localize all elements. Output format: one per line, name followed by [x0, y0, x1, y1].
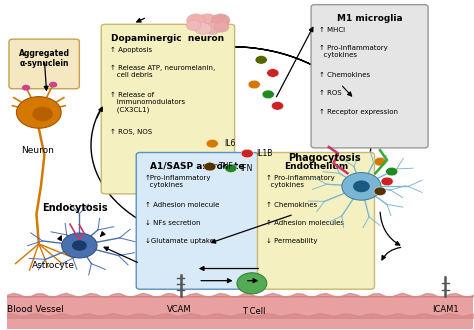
- Circle shape: [211, 14, 230, 27]
- Circle shape: [381, 177, 393, 186]
- Text: Endocytosis: Endocytosis: [42, 203, 108, 213]
- Text: ↑ Pro-inflammatory
  cytokines: ↑ Pro-inflammatory cytokines: [266, 175, 335, 188]
- Text: Endothelium: Endothelium: [284, 162, 348, 171]
- Circle shape: [22, 85, 30, 91]
- Circle shape: [374, 157, 386, 166]
- Text: ↑ Receptor expression: ↑ Receptor expression: [319, 109, 399, 115]
- FancyBboxPatch shape: [9, 39, 79, 89]
- Circle shape: [272, 102, 283, 110]
- Text: ↓Glutamate uptake: ↓Glutamate uptake: [145, 238, 214, 245]
- Text: Aggregated
α-synuclein: Aggregated α-synuclein: [18, 49, 70, 68]
- Circle shape: [206, 139, 219, 148]
- Text: Dopaminergic  neuron: Dopaminergic neuron: [111, 34, 225, 43]
- Circle shape: [237, 273, 267, 294]
- Bar: [7, 296, 474, 329]
- FancyBboxPatch shape: [101, 24, 235, 194]
- Circle shape: [267, 69, 279, 77]
- Circle shape: [255, 55, 267, 64]
- Text: T Cell: T Cell: [242, 307, 266, 316]
- Text: IL6: IL6: [224, 139, 235, 148]
- Circle shape: [248, 80, 260, 89]
- Circle shape: [72, 240, 87, 251]
- Circle shape: [262, 90, 274, 99]
- Circle shape: [225, 164, 237, 173]
- Circle shape: [196, 14, 219, 30]
- Text: M1 microglia: M1 microglia: [337, 15, 402, 23]
- Circle shape: [241, 149, 253, 158]
- Text: VCAM: VCAM: [167, 305, 192, 314]
- Circle shape: [374, 187, 386, 196]
- Text: ↑ ROS: ↑ ROS: [319, 90, 342, 96]
- Circle shape: [49, 82, 57, 87]
- Text: Phagocytosis: Phagocytosis: [288, 153, 360, 163]
- Text: IFN: IFN: [240, 164, 253, 173]
- Text: ↑ Adhesion molecule: ↑ Adhesion molecule: [145, 202, 219, 208]
- Text: ↑ Chemokines: ↑ Chemokines: [319, 72, 371, 78]
- Text: ↑ Pro-inflammatory
  cytokines: ↑ Pro-inflammatory cytokines: [319, 45, 388, 58]
- Text: ↑Pro-inflammatory
  cytokines: ↑Pro-inflammatory cytokines: [145, 175, 211, 188]
- Circle shape: [204, 162, 216, 171]
- Circle shape: [32, 107, 53, 121]
- FancyBboxPatch shape: [136, 152, 258, 289]
- Text: Blood Vessel: Blood Vessel: [7, 305, 64, 314]
- Text: Astrocyte: Astrocyte: [32, 261, 75, 270]
- Circle shape: [214, 22, 229, 32]
- Circle shape: [17, 97, 61, 128]
- Text: ↑ Adhesion molecules: ↑ Adhesion molecules: [266, 220, 344, 226]
- Text: ↑ MHCI: ↑ MHCI: [319, 27, 346, 33]
- Circle shape: [186, 20, 201, 31]
- Text: ↑ ROS, NOS: ↑ ROS, NOS: [109, 128, 152, 135]
- Circle shape: [187, 14, 205, 27]
- Text: ↑ Release of
   immunomodulators
   (CX3CL1): ↑ Release of immunomodulators (CX3CL1): [109, 92, 185, 113]
- Text: A1/SASP astrocyte: A1/SASP astrocyte: [150, 162, 244, 171]
- Circle shape: [353, 181, 370, 192]
- Circle shape: [62, 233, 97, 258]
- Text: ↑ Apoptosis: ↑ Apoptosis: [109, 47, 152, 53]
- Text: ICAM1: ICAM1: [432, 305, 459, 314]
- Text: IL1B: IL1B: [256, 149, 273, 158]
- Text: ↑ Chemokines: ↑ Chemokines: [266, 202, 317, 208]
- Circle shape: [342, 173, 381, 200]
- Circle shape: [386, 167, 398, 176]
- FancyBboxPatch shape: [311, 5, 428, 148]
- Text: ↑ Release ATP, neuromelanin,
   cell debris: ↑ Release ATP, neuromelanin, cell debris: [109, 65, 215, 78]
- Text: ↓ NFs secretion: ↓ NFs secretion: [145, 220, 200, 226]
- Text: TNF: TNF: [219, 162, 234, 171]
- Text: ↓ Permeability: ↓ Permeability: [266, 238, 317, 245]
- Circle shape: [194, 23, 211, 35]
- Text: Neuron: Neuron: [21, 146, 54, 155]
- Circle shape: [204, 23, 220, 35]
- FancyBboxPatch shape: [257, 152, 374, 289]
